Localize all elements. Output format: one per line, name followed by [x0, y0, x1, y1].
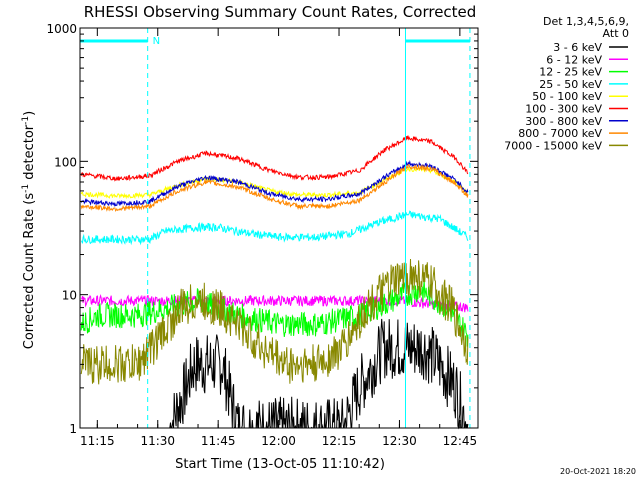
series-line-6	[80, 160, 469, 207]
attenuator-bar-label: N	[153, 36, 160, 47]
series-line-3	[80, 210, 469, 246]
legend-header-line-1: Det 1,3,4,5,6,9,	[543, 15, 629, 28]
x-tick-label-2: 11:45	[201, 434, 236, 448]
y-axis-label-sup2: -1	[21, 116, 31, 125]
y-tick-label-2: 100	[54, 155, 77, 169]
legend-label-0: 3 - 6 keV	[553, 41, 602, 54]
legend-header-line-2: Att 0	[603, 27, 629, 40]
legend-label-5: 100 - 300 keV	[525, 103, 602, 116]
chart-title: RHESSI Observing Summary Count Rates, Co…	[84, 3, 477, 21]
timestamp: 20-Oct-2021 18:20	[560, 467, 636, 476]
series-line-8	[80, 258, 469, 385]
axes-layer: 11:15 11:30 11:45 12:00 12:15 12:30 12:45 1 10 10…	[46, 22, 479, 448]
x-tick-label-0: 11:15	[80, 434, 115, 448]
series-layer	[80, 135, 469, 430]
x-tick-label-5: 12:30	[382, 434, 417, 448]
series-line-5	[80, 135, 469, 182]
legend-label-3: 25 - 50 keV	[539, 78, 602, 91]
legend-label-2: 12 - 25 keV	[539, 66, 602, 79]
y-axis-label: Corrected Count Rate (s-1 detector-1)	[21, 111, 37, 349]
y-tick-label-3: 1000	[46, 22, 77, 36]
y-axis-label-end: )	[22, 111, 37, 116]
legend-label-4: 50 - 100 keV	[532, 90, 602, 103]
x-tick-label-4: 12:15	[322, 434, 357, 448]
y-axis-label-main: Corrected Count Rate (s	[22, 193, 37, 350]
x-axis-label: Start Time (13-Oct-05 11:10:42)	[175, 457, 385, 472]
y-tick-label-1: 10	[62, 289, 77, 303]
legend-label-1: 6 - 12 keV	[546, 53, 602, 66]
legend-label-7: 800 - 7000 keV	[518, 127, 602, 140]
y-tick-label-0: 1	[69, 422, 77, 436]
series-line-2	[80, 279, 469, 347]
legend-label-6: 300 - 800 keV	[525, 115, 602, 128]
y-axis-label-sup1: -1	[21, 184, 31, 193]
x-tick-label-3: 12:00	[261, 434, 296, 448]
legend-label-8: 7000 - 15000 keV	[504, 139, 602, 152]
series-line-7	[80, 163, 469, 212]
x-tick-label-6: 12:45	[443, 434, 478, 448]
y-axis-label-mid: detector	[22, 124, 37, 184]
x-tick-label-1: 11:30	[140, 434, 175, 448]
